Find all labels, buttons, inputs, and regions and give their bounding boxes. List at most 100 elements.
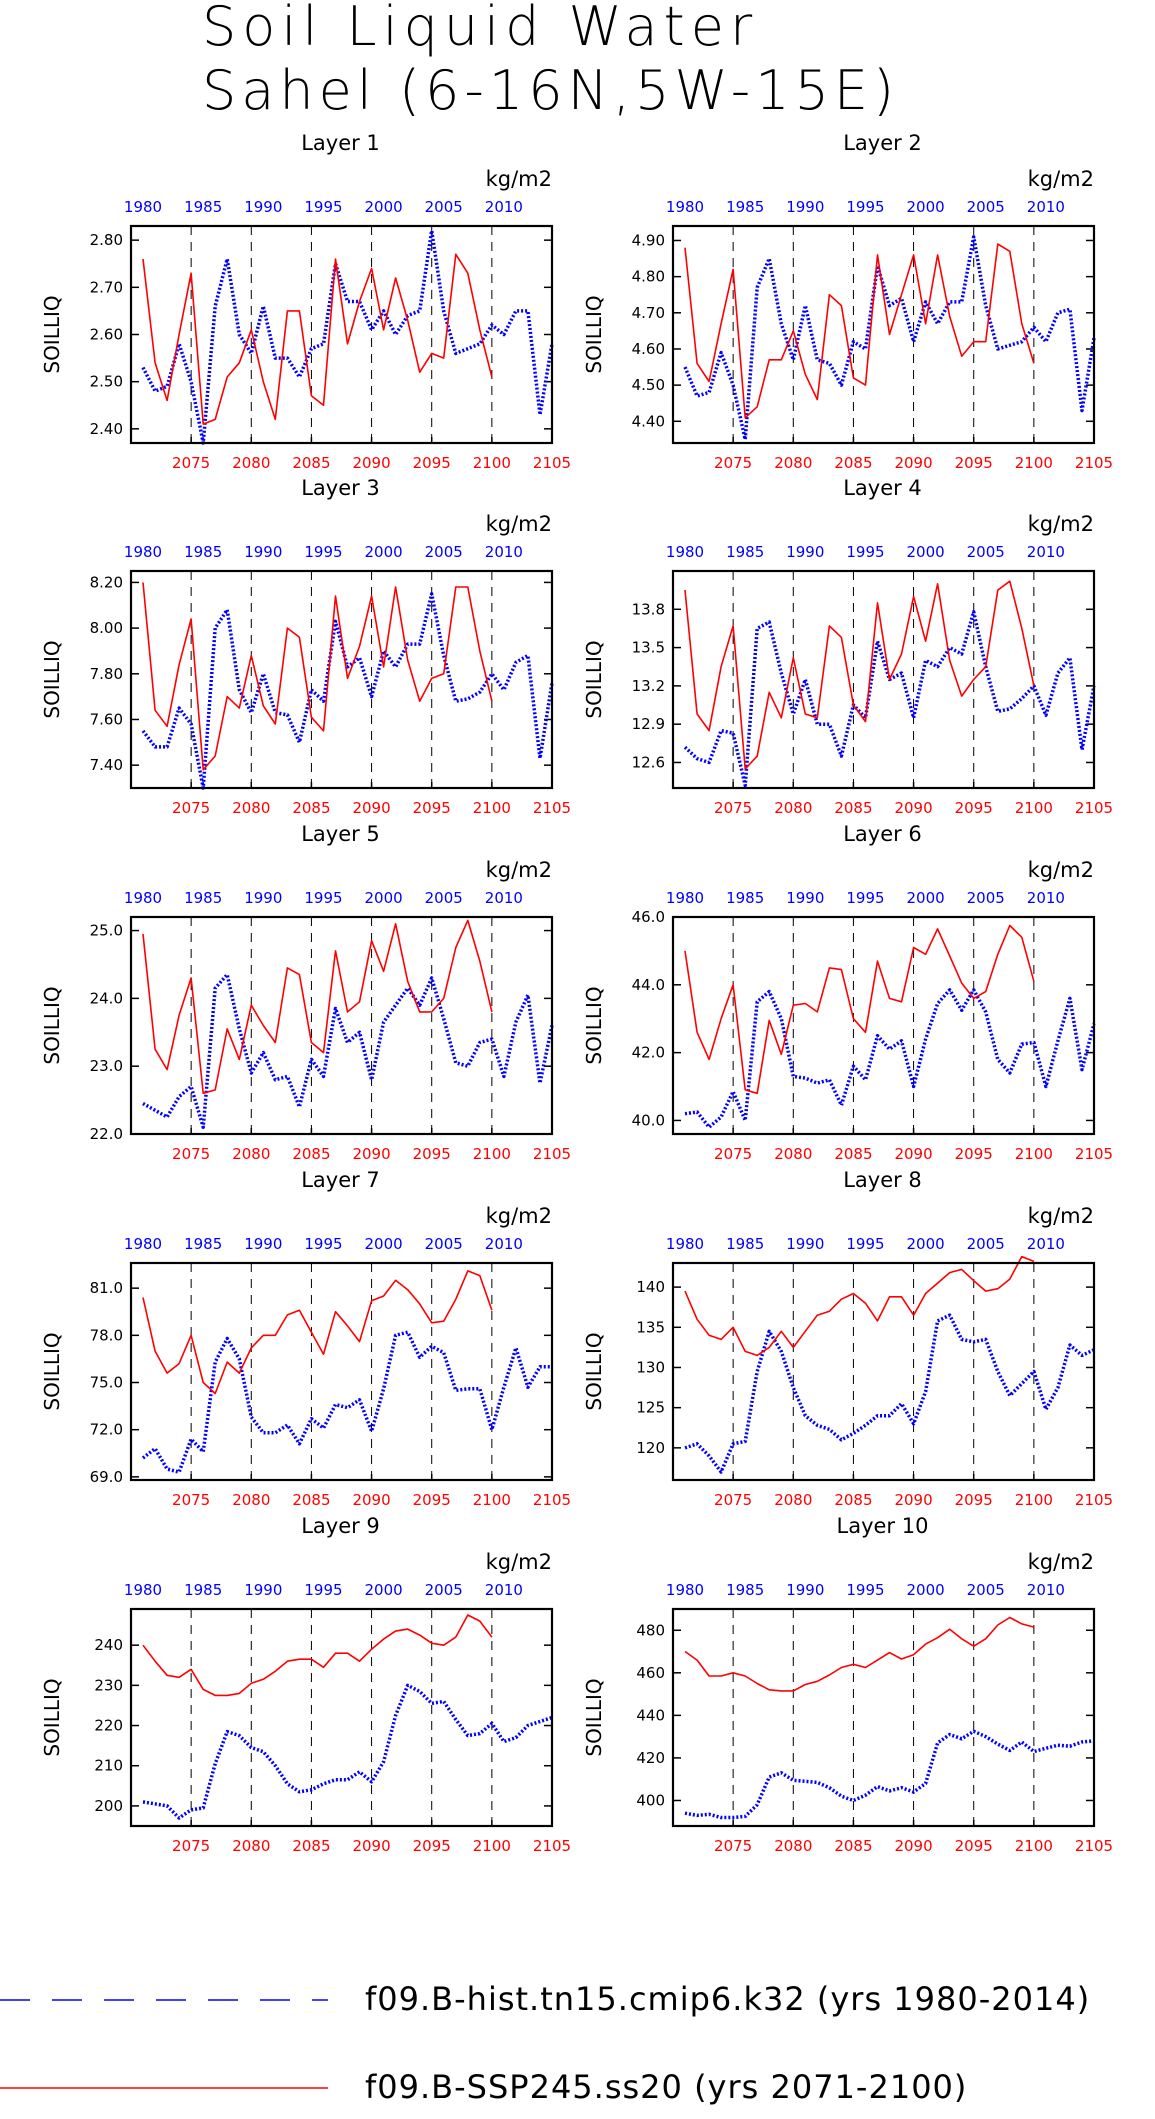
panel-title: Layer 5 [301,822,380,846]
series-ssp-line [684,243,1035,419]
top-tick-label: 1980 [666,543,704,561]
panel-title: Layer 2 [843,131,922,155]
top-tick-label: 1980 [666,1581,704,1599]
series-ssp-line [142,253,493,425]
bottom-tick-label: 2080 [232,1837,270,1855]
top-tick-label: 2010 [485,889,523,907]
series-ssp-line [684,1255,1035,1357]
top-tick-label: 1985 [726,543,764,561]
bottom-tick-label: 2080 [774,1145,812,1163]
panel-title: Layer 8 [843,1168,922,1192]
y-tick-label: 2.70 [90,278,123,296]
top-tick-label: 1980 [124,889,162,907]
bottom-tick-label: 2090 [352,1491,390,1509]
y-tick-label: 130 [636,1358,665,1376]
top-tick-label: 1990 [786,1581,824,1599]
bottom-tick-label: 2095 [955,1837,993,1855]
y-tick-label: 135 [636,1318,665,1336]
y-tick-label: 400 [636,1791,665,1809]
panel-layer-7: Layer 7 kg/m2 2075 2080 2085 2090 2095 2100 2105… [40,1168,571,1509]
series-ssp-line [684,1616,1035,1692]
panel-layer-4: Layer 4 kg/m2 2075 2080 2085 2090 2095 2100 2105… [582,476,1113,817]
y-tick-label: 200 [94,1797,123,1815]
bottom-tick-label: 2095 [413,454,451,472]
bottom-tick-label: 2080 [774,454,812,472]
panel-layer-6: Layer 6 kg/m2 2075 2080 2085 2090 2095 2100 2105… [582,822,1113,1163]
top-tick-label: 1985 [726,889,764,907]
legend-hist-label: f09.B-hist.tn15.cmip6.k32 (yrs 1980-2014… [365,1980,1090,2018]
plot-frame [671,915,1096,1136]
y-tick-label: 7.80 [90,665,123,683]
bottom-tick-label: 2090 [352,1145,390,1163]
y-tick-label: 25.0 [90,922,123,940]
y-tick-label: 240 [94,1636,123,1654]
y-tick-label: 480 [636,1621,665,1639]
bottom-tick-label: 2105 [1075,454,1113,472]
top-tick-label: 2010 [1027,1235,1065,1253]
y-axis-label: SOILLIQ [582,295,606,373]
y-tick-label: 4.70 [632,304,665,322]
bottom-tick-label: 2105 [533,799,571,817]
series-hist-line [141,228,554,445]
bottom-tick-label: 2095 [955,454,993,472]
plot-frame [129,915,554,1136]
y-tick-label: 46.0 [632,908,665,926]
series-hist-line [684,1313,1095,1474]
bottom-tick-label: 2095 [413,799,451,817]
bottom-tick-label: 2100 [473,1145,511,1163]
top-tick-label: 1995 [304,543,342,561]
top-tick-label: 2000 [365,198,403,216]
y-tick-label: 24.0 [90,989,123,1007]
bottom-tick-label: 2105 [1075,1491,1113,1509]
units-label: kg/m2 [486,1204,552,1228]
bottom-tick-label: 2100 [473,1837,511,1855]
top-tick-label: 1995 [304,1581,342,1599]
panel-layer-10: Layer 10 kg/m2 2075 2080 2085 2090 2095 2100 210… [582,1514,1113,1855]
y-tick-label: 78.0 [90,1326,123,1344]
top-tick-label: 1980 [124,1581,162,1599]
bottom-tick-label: 2090 [352,1837,390,1855]
bottom-tick-label: 2095 [955,799,993,817]
y-tick-label: 2.80 [90,231,123,249]
top-tick-label: 2005 [967,198,1005,216]
y-tick-label: 2.50 [90,373,123,391]
y-tick-label: 4.50 [632,376,665,394]
y-tick-label: 120 [636,1439,665,1457]
top-tick-label: 1985 [184,889,222,907]
bottom-tick-label: 2095 [413,1837,451,1855]
panel-title: Layer 6 [843,822,922,846]
bottom-tick-label: 2105 [533,1491,571,1509]
bottom-tick-label: 2100 [473,799,511,817]
bottom-tick-label: 2075 [714,799,752,817]
series-ssp-line [684,580,1035,770]
series-ssp-line [684,924,1035,1095]
top-tick-label: 1990 [244,198,282,216]
bottom-tick-label: 2085 [834,1491,872,1509]
bottom-tick-label: 2090 [352,799,390,817]
top-tick-label: 2005 [967,543,1005,561]
top-tick-label: 2005 [425,1235,463,1253]
top-tick-label: 1985 [184,198,222,216]
top-tick-label: 1980 [124,198,162,216]
y-tick-label: 22.0 [90,1125,123,1143]
y-tick-label: 460 [636,1664,665,1682]
y-tick-label: 13.5 [632,639,665,657]
top-tick-label: 1985 [184,1581,222,1599]
y-tick-label: 440 [636,1706,665,1724]
bottom-tick-label: 2085 [834,1837,872,1855]
top-tick-label: 1995 [846,1235,884,1253]
y-tick-label: 420 [636,1749,665,1767]
units-label: kg/m2 [1028,167,1094,191]
y-tick-label: 44.0 [632,976,665,994]
bottom-tick-label: 2085 [292,1491,330,1509]
bottom-tick-label: 2075 [172,799,210,817]
bottom-tick-label: 2080 [232,1145,270,1163]
top-tick-label: 1985 [726,1235,764,1253]
bottom-tick-label: 2075 [172,454,210,472]
y-tick-label: 72.0 [90,1421,123,1439]
bottom-tick-label: 2100 [1015,799,1053,817]
bottom-tick-label: 2075 [172,1145,210,1163]
plot-frame [671,1607,1096,1828]
top-tick-label: 2010 [485,198,523,216]
